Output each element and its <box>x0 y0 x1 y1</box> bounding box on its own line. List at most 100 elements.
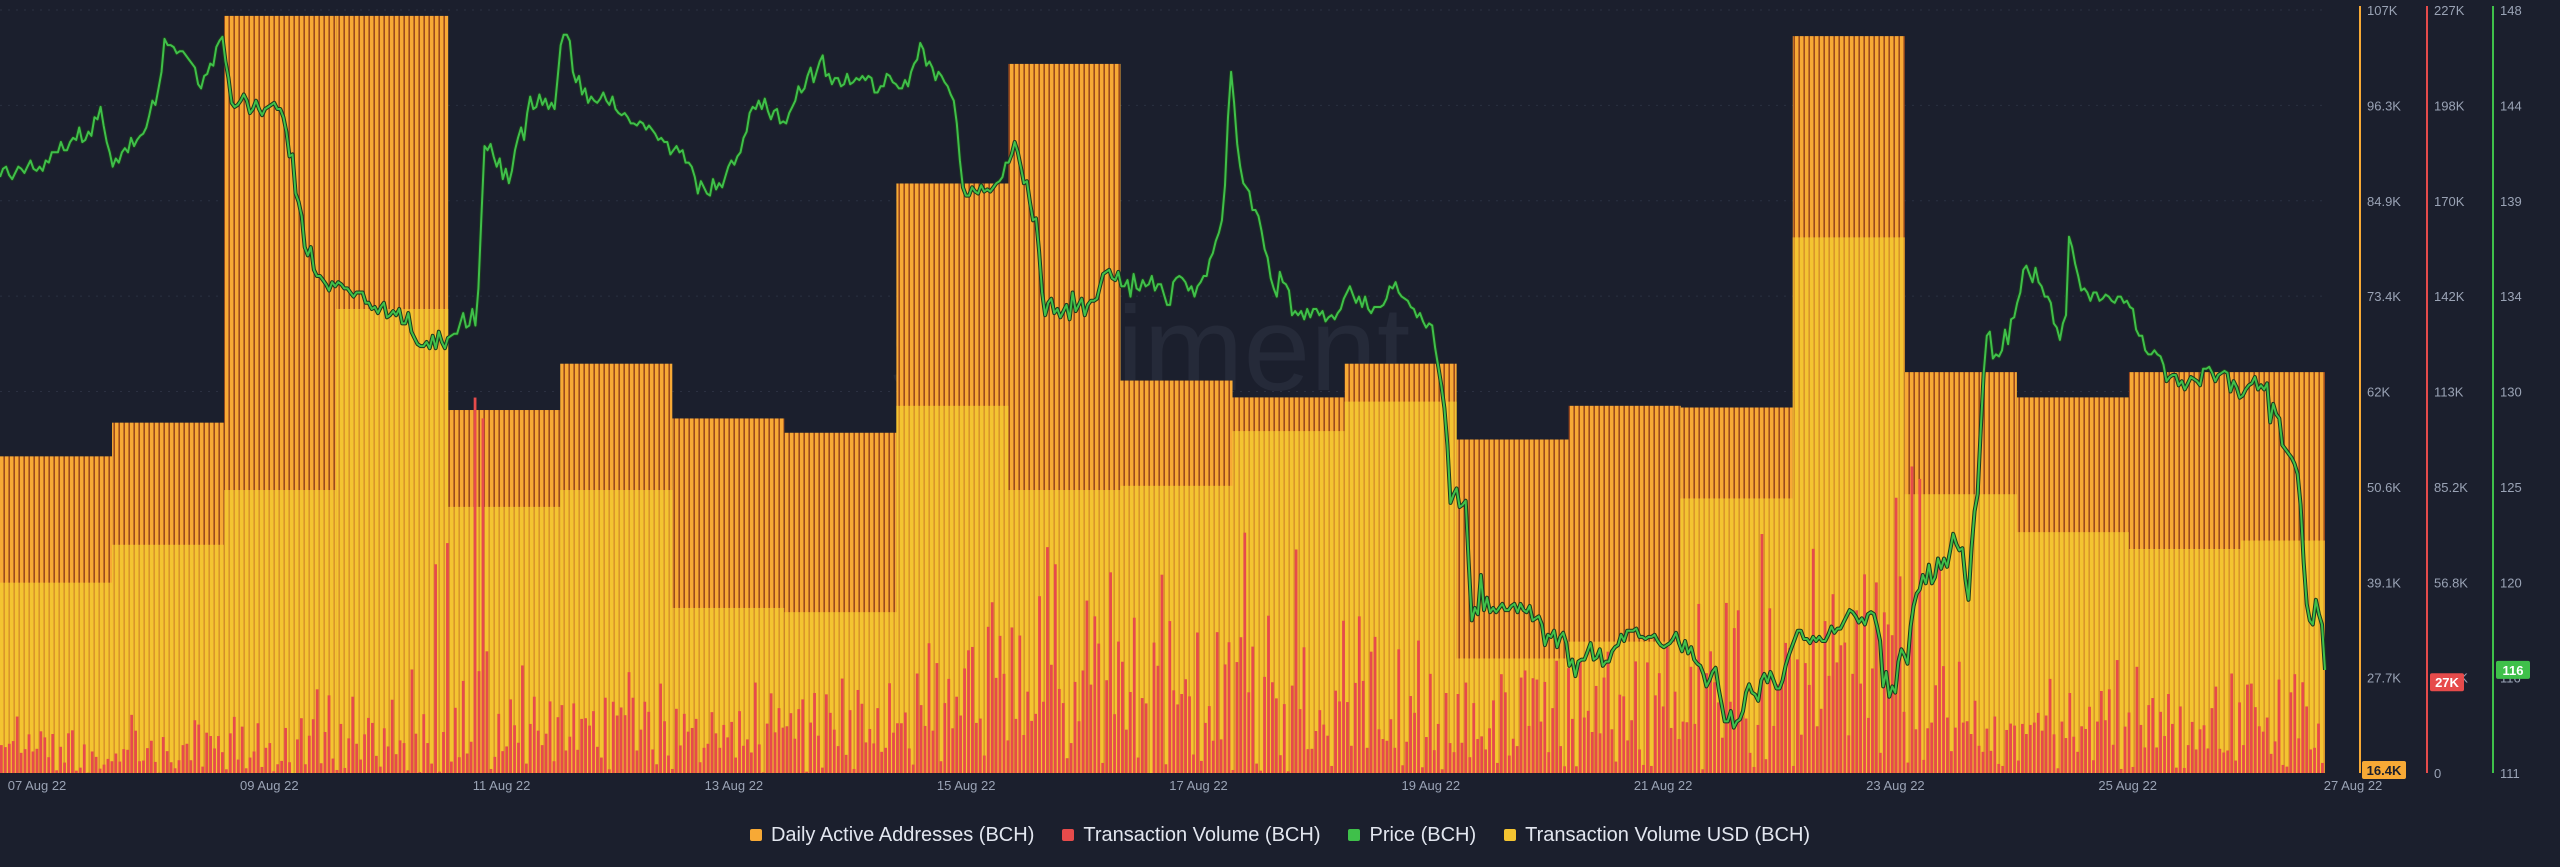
transaction-volume-bar <box>2269 753 2273 773</box>
transaction-volume-bar <box>1930 722 1934 773</box>
transaction-volume-bar <box>2060 721 2064 773</box>
transaction-volume-bar <box>1373 636 1377 773</box>
transaction-volume-bar <box>2230 673 2234 773</box>
legend-item[interactable]: Transaction Volume (BCH) <box>1062 824 1320 847</box>
transaction-volume-bar <box>1488 728 1491 773</box>
transaction-volume-bar <box>2111 744 2115 773</box>
transaction-volume-bar <box>1377 729 1381 773</box>
transaction-volume-bar <box>1275 698 1278 773</box>
transaction-volume-bar <box>493 756 497 773</box>
transaction-volume-bar <box>1709 651 1712 773</box>
transaction-volume-bar <box>872 743 876 773</box>
transaction-volume-bar <box>280 760 284 773</box>
transaction-volume-bar <box>678 745 682 773</box>
transaction-volume-bar <box>473 397 477 773</box>
transaction-volume-bar <box>690 727 694 773</box>
transaction-volume-bar <box>2281 764 2285 773</box>
transaction-volume-bar <box>1409 696 1412 773</box>
transaction-volume-bar <box>217 736 220 773</box>
transaction-volume-bar <box>592 711 595 773</box>
transaction-volume-bar <box>773 732 777 773</box>
transaction-volume-bar <box>134 730 137 773</box>
transaction-volume-bar <box>1073 681 1077 773</box>
transaction-volume-bar <box>698 762 702 773</box>
transaction-volume-bar <box>363 734 366 773</box>
x-axis-tick-label: 23 Aug 22 <box>1866 778 1925 793</box>
transaction-volume-bar <box>485 651 489 773</box>
transaction-volume-bar <box>1622 696 1626 773</box>
transaction-volume-bar <box>655 764 659 773</box>
transaction-volume-bar <box>1875 582 1878 773</box>
transaction-volume-bar <box>726 737 730 773</box>
transaction-volume-bar <box>378 766 382 773</box>
transaction-volume-bar <box>2198 729 2202 773</box>
transaction-volume-bar <box>1239 637 1243 773</box>
transaction-volume-bar <box>1247 692 1251 773</box>
transaction-volume-bar <box>2147 705 2151 773</box>
transaction-volume-bar <box>2143 747 2147 773</box>
transaction-volume-bar <box>1460 742 1464 773</box>
tv-axis-tick-label: 0 <box>2434 766 2441 781</box>
transaction-volume-bar <box>757 744 761 773</box>
transaction-volume-bar <box>1531 678 1535 773</box>
transaction-volume-bar <box>505 746 509 773</box>
transaction-volume-bar <box>1590 731 1594 773</box>
transaction-volume-bar <box>2167 694 2170 773</box>
transaction-volume-bar <box>742 745 745 773</box>
transaction-volume-bar <box>1484 749 1487 773</box>
transaction-volume-bar <box>753 682 757 773</box>
transaction-volume-bar <box>1855 610 1859 773</box>
transaction-volume-bar <box>643 701 647 773</box>
transaction-volume-bar <box>544 733 548 773</box>
transaction-volume-bar <box>1365 747 1369 773</box>
transaction-volume-bar <box>809 722 812 773</box>
transaction-volume-bar <box>1650 765 1653 773</box>
transaction-volume-bar <box>106 758 110 773</box>
transaction-volume-bar <box>2194 749 2198 773</box>
transaction-volume-bar <box>1282 704 1286 773</box>
transaction-volume-bar <box>1811 548 1815 773</box>
transaction-volume-bar <box>596 746 599 773</box>
legend-item[interactable]: Transaction Volume USD (BCH) <box>1504 824 1810 847</box>
transaction-volume-bar <box>963 668 966 773</box>
transaction-volume-bar <box>327 695 331 773</box>
transaction-volume-bar <box>1989 750 1993 773</box>
transaction-volume-bar <box>1263 676 1266 773</box>
transaction-volume-bar <box>1259 770 1262 773</box>
transaction-volume-bar <box>2186 745 2190 773</box>
transaction-volume-usd-bar <box>1904 494 2017 773</box>
transaction-volume-bar <box>2226 750 2230 773</box>
transaction-volume-bar <box>1882 612 1886 773</box>
transaction-volume-bar <box>1436 723 1440 773</box>
transaction-volume-bar <box>1140 698 1144 773</box>
transaction-volume-bar <box>339 723 343 773</box>
transaction-volume-bar <box>2052 734 2056 773</box>
transaction-volume-bar <box>1713 682 1716 773</box>
transaction-volume-bar <box>2222 752 2226 773</box>
transaction-volume-bar <box>2064 738 2068 773</box>
transaction-volume-bar <box>1235 662 1239 773</box>
transaction-volume-bar <box>244 768 248 773</box>
transaction-volume-bar <box>1969 734 1973 773</box>
transaction-volume-bar <box>1567 668 1570 773</box>
x-axis-tick-label: 07 Aug 22 <box>8 778 67 793</box>
price-axis-tick-label: 125 <box>2500 480 2522 495</box>
transaction-volume-bar <box>769 693 773 773</box>
transaction-volume-bar <box>2218 748 2222 773</box>
transaction-volume-bar <box>1626 740 1630 773</box>
transaction-volume-bar <box>2155 747 2159 773</box>
transaction-volume-bar <box>371 722 374 773</box>
transaction-volume-bar <box>386 746 390 773</box>
legend-item[interactable]: Price (BCH) <box>1348 824 1476 847</box>
transaction-volume-bar <box>1128 691 1132 773</box>
transaction-volume-bar <box>1381 739 1385 773</box>
x-axis-tick-label: 15 Aug 22 <box>937 778 996 793</box>
transaction-volume-usd-bar <box>2240 540 2325 773</box>
legend-item[interactable]: Daily Active Addresses (BCH) <box>749 824 1034 847</box>
transaction-volume-bar <box>588 725 591 773</box>
transaction-volume-bar <box>442 731 445 773</box>
transaction-volume-bar <box>1496 762 1499 773</box>
transaction-volume-bar <box>375 755 378 773</box>
transaction-volume-bar <box>2103 720 2107 773</box>
transaction-volume-bar <box>481 418 485 773</box>
